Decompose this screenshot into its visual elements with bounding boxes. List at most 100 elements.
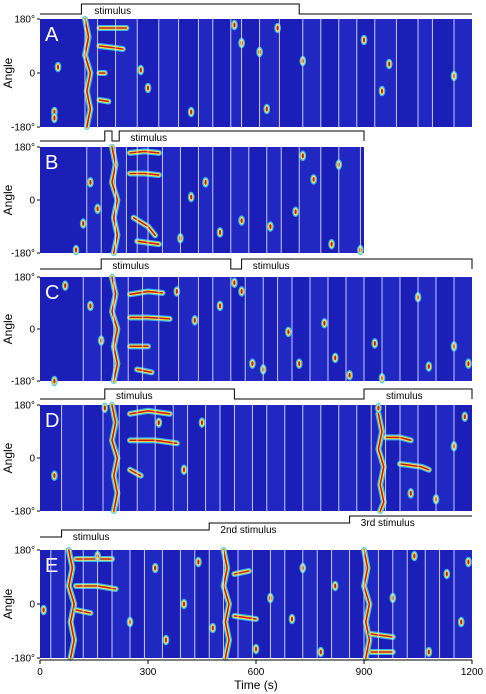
frame-band (180, 550, 195, 658)
frame-band (209, 550, 224, 658)
frame-band (338, 147, 361, 253)
activity-blip-peak (233, 22, 236, 28)
trajectory-6 (382, 434, 414, 444)
trajectory-1 (65, 547, 78, 661)
trajectory-9 (368, 631, 396, 640)
activity-blip-peak (190, 109, 193, 115)
frame-band (198, 19, 213, 127)
frame-band (436, 405, 454, 511)
y-tick-label: 0 (29, 454, 35, 465)
frame-band (212, 277, 231, 381)
activity-blip-peak (233, 280, 236, 286)
heatmap-background (40, 19, 472, 127)
trajectory-peak (233, 570, 250, 575)
frame-band (50, 550, 66, 658)
frame-band (162, 147, 181, 253)
trajectory-2 (127, 288, 166, 298)
frame-band (310, 277, 328, 381)
y-tick-label: 0 (29, 325, 35, 336)
activity-blip-peak (467, 559, 470, 565)
trajectory-peak (129, 172, 160, 176)
activity-blip-peak (460, 619, 463, 625)
stimulus-label: stimulus (253, 261, 290, 272)
stimulus-trace (40, 515, 472, 538)
trajectory-peak (377, 413, 385, 512)
frame-band (454, 550, 472, 658)
activity-blip-peak (254, 646, 258, 652)
y-axis-label: Angle (1, 57, 15, 88)
frame-band (230, 19, 242, 127)
activity-blip-peak (427, 364, 430, 369)
x-axis-label: Time (s) (234, 678, 278, 692)
activity-blip-peak (334, 583, 337, 589)
activity-blip-peak (218, 303, 222, 309)
activity-blip-peak (175, 289, 178, 294)
stimulus-label: stimulus (386, 391, 423, 402)
activity-blip-peak (240, 218, 243, 224)
activity-blip-peak (53, 115, 56, 121)
frame-band (259, 19, 280, 127)
y-axis-label: Angle (1, 442, 15, 473)
stimulus-label: stimulus (130, 133, 167, 144)
activity-blip-peak (427, 649, 430, 655)
y-axis-label: Angle (1, 313, 15, 344)
activity-blip-peak (373, 341, 376, 346)
trajectory-peak (136, 368, 153, 374)
activity-blip-peak (139, 67, 142, 73)
activity-blip-peak (294, 209, 297, 215)
trajectory-peak (399, 463, 430, 471)
panel-letter: E (45, 555, 58, 577)
y-tick-label: -180° (11, 654, 35, 665)
y-tick-label: 0 (29, 196, 35, 207)
frame-band (178, 277, 199, 381)
activity-blip-peak (463, 414, 466, 420)
y-axis-label: Angle (1, 184, 15, 215)
trajectory-peak (129, 410, 171, 415)
trajectory-peak (222, 549, 230, 659)
frame-band (374, 19, 397, 127)
frame-band (454, 19, 472, 127)
trajectory-1 (109, 402, 121, 514)
activity-blip-peak (240, 289, 243, 294)
panel-a: A 180° 0 -180° Angle stimulus (1, 3, 472, 134)
frame-band (115, 19, 138, 127)
trajectory-2 (127, 407, 173, 417)
panel-letter: D (45, 410, 59, 432)
frame-band (392, 550, 408, 658)
stimulus-trace (40, 258, 473, 270)
frame-band (83, 550, 98, 658)
activity-blip-peak (298, 361, 301, 367)
y-tick-label: 180° (14, 401, 35, 412)
panels-group: A 180° 0 -180° Angle stimulus B 180° 0 -180° Angle… (1, 3, 473, 665)
trajectory-peak (111, 276, 119, 382)
activity-blip-peak (301, 153, 304, 159)
trajectory-peak (129, 290, 164, 296)
frame-band (230, 147, 249, 253)
panel-letter: B (45, 152, 58, 174)
frame-band (61, 405, 84, 511)
frame-band (238, 550, 253, 658)
panel-d: D 180° 0 -180° Angle stimulus stimulus (1, 388, 473, 518)
trajectory-peak (84, 18, 92, 128)
activity-blip-peak (467, 361, 470, 367)
activity-blip-peak (211, 625, 214, 631)
y-tick-label: -180° (11, 123, 35, 134)
activity-blip-peak (269, 224, 272, 229)
activity-blip-peak (96, 206, 99, 212)
frame-band (277, 277, 292, 381)
activity-blip-peak (190, 194, 193, 200)
activity-blip-peak (193, 317, 196, 323)
activity-blip-peak (204, 179, 207, 185)
frame-band (302, 19, 321, 127)
activity-blip-peak (157, 420, 160, 426)
trajectory-peak (111, 404, 119, 512)
frame-band (418, 277, 436, 381)
frame-band (137, 405, 156, 511)
frame-band (158, 19, 179, 127)
panel-b: B 180° 0 -180° Angle stimulus (1, 130, 365, 260)
stimulus-label: stimulus (94, 6, 131, 17)
activity-blip-peak (146, 85, 150, 91)
activity-blip-peak (89, 179, 92, 185)
trajectory-5 (96, 97, 112, 105)
activity-blip-peak (380, 88, 384, 94)
